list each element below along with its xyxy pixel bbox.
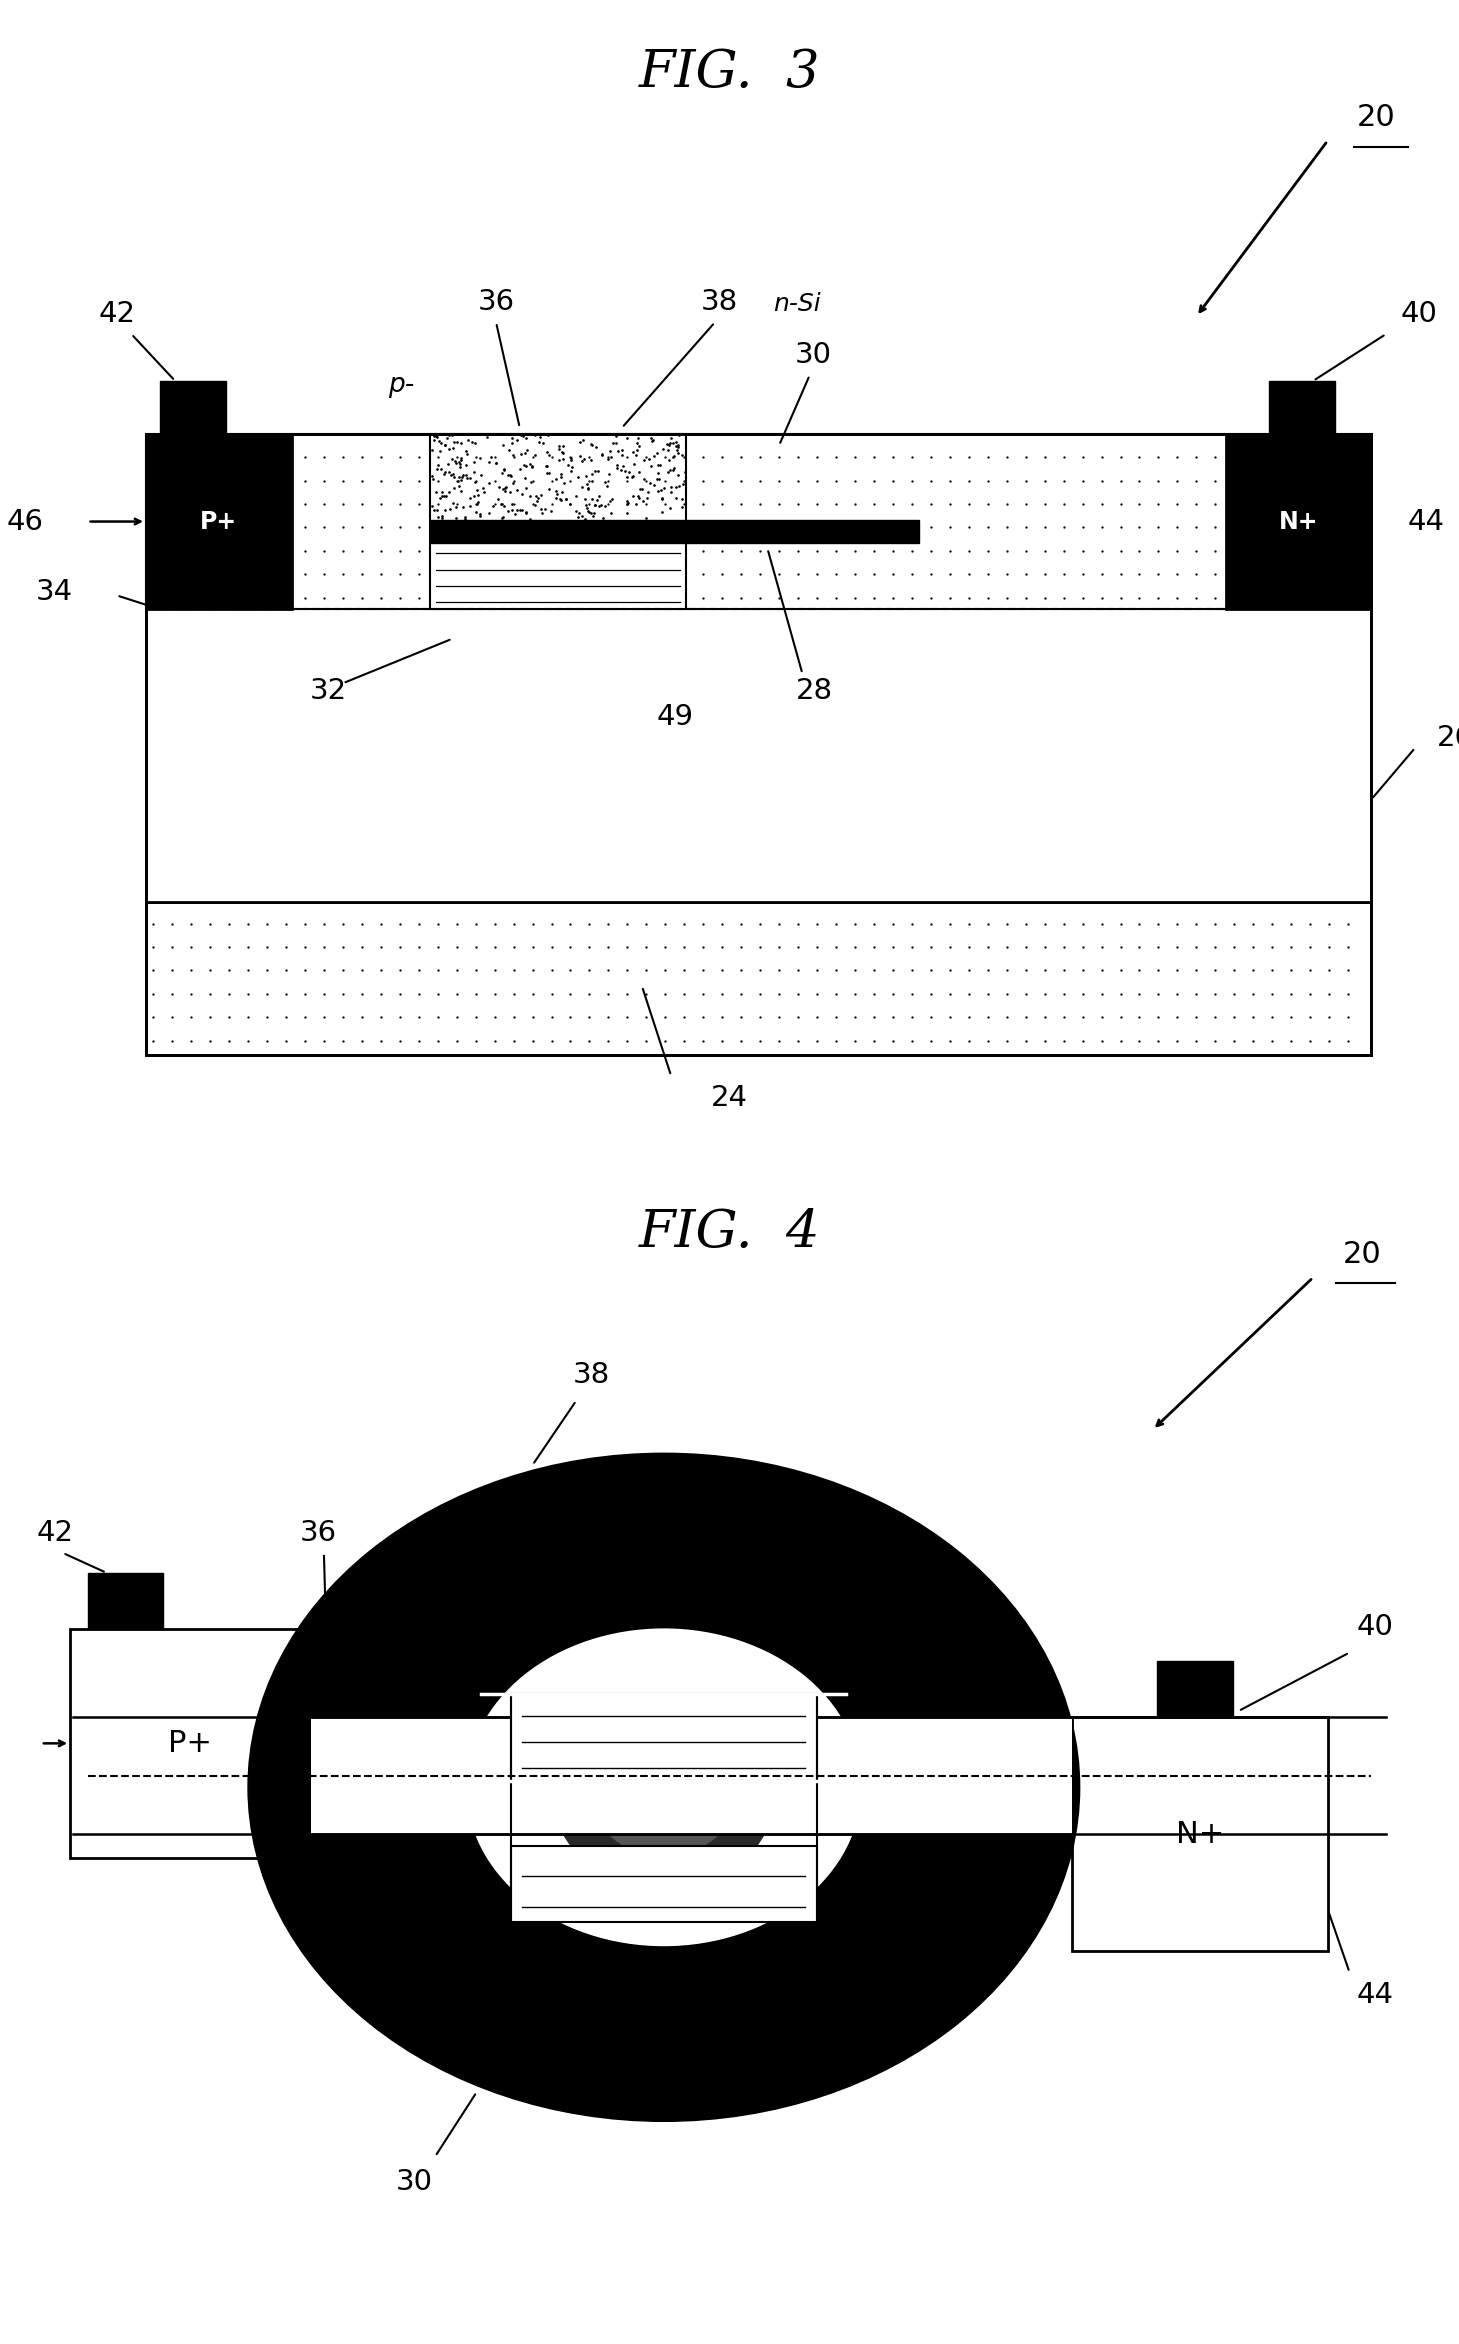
- Circle shape: [248, 1453, 1080, 2121]
- Bar: [160, 380, 226, 434]
- Bar: [146, 434, 1371, 902]
- Bar: [1157, 1660, 1233, 1716]
- Text: 36: 36: [477, 288, 515, 316]
- Bar: [511, 1847, 817, 1922]
- Text: 32: 32: [948, 1798, 985, 1824]
- Text: 49: 49: [657, 703, 693, 731]
- Text: 20: 20: [1357, 103, 1396, 131]
- Bar: [430, 544, 686, 609]
- Bar: [88, 1573, 163, 1629]
- Bar: [1072, 1716, 1328, 1950]
- Text: 30: 30: [795, 342, 832, 368]
- Text: P+: P+: [200, 509, 238, 534]
- Text: p-: p-: [388, 373, 414, 398]
- Text: 30: 30: [395, 2168, 433, 2196]
- Bar: [311, 1716, 1072, 1833]
- Circle shape: [554, 1711, 773, 1887]
- Text: 40: 40: [1401, 300, 1437, 328]
- Text: n-Si: n-Si: [773, 293, 821, 316]
- Text: 34: 34: [36, 579, 73, 605]
- Text: N+: N+: [1278, 509, 1319, 534]
- Text: 24: 24: [711, 1083, 748, 1111]
- Bar: [511, 1692, 817, 1781]
- Text: 32: 32: [309, 677, 347, 706]
- Bar: [70, 1629, 311, 1856]
- Text: FIG.  3: FIG. 3: [639, 47, 820, 98]
- Bar: [1226, 434, 1371, 609]
- Bar: [430, 434, 686, 609]
- Text: P+: P+: [168, 1730, 213, 1758]
- Text: 36: 36: [299, 1519, 337, 1547]
- Bar: [146, 434, 292, 609]
- Bar: [430, 520, 686, 541]
- Text: 44: 44: [1408, 509, 1444, 534]
- Bar: [1269, 380, 1335, 434]
- Circle shape: [467, 1629, 861, 1946]
- Text: 49: 49: [948, 1657, 985, 1683]
- Circle shape: [594, 1744, 734, 1856]
- Bar: [146, 902, 1371, 1055]
- Text: FIG.  4: FIG. 4: [639, 1207, 820, 1259]
- Text: 38: 38: [700, 288, 738, 316]
- Text: 40: 40: [1357, 1613, 1393, 1641]
- Text: 28: 28: [805, 1880, 843, 1908]
- Text: 44: 44: [1357, 1981, 1393, 2009]
- Bar: [146, 434, 1371, 1055]
- Bar: [686, 520, 919, 541]
- Text: 46: 46: [7, 509, 44, 534]
- Text: N+: N+: [1176, 1819, 1224, 1849]
- Text: 42: 42: [36, 1519, 74, 1547]
- Bar: [146, 434, 1371, 609]
- Text: 42: 42: [98, 300, 136, 328]
- Text: 38: 38: [572, 1362, 610, 1388]
- Text: 20: 20: [1342, 1240, 1382, 1268]
- Text: 26: 26: [1437, 724, 1459, 752]
- Text: 28: 28: [795, 677, 833, 706]
